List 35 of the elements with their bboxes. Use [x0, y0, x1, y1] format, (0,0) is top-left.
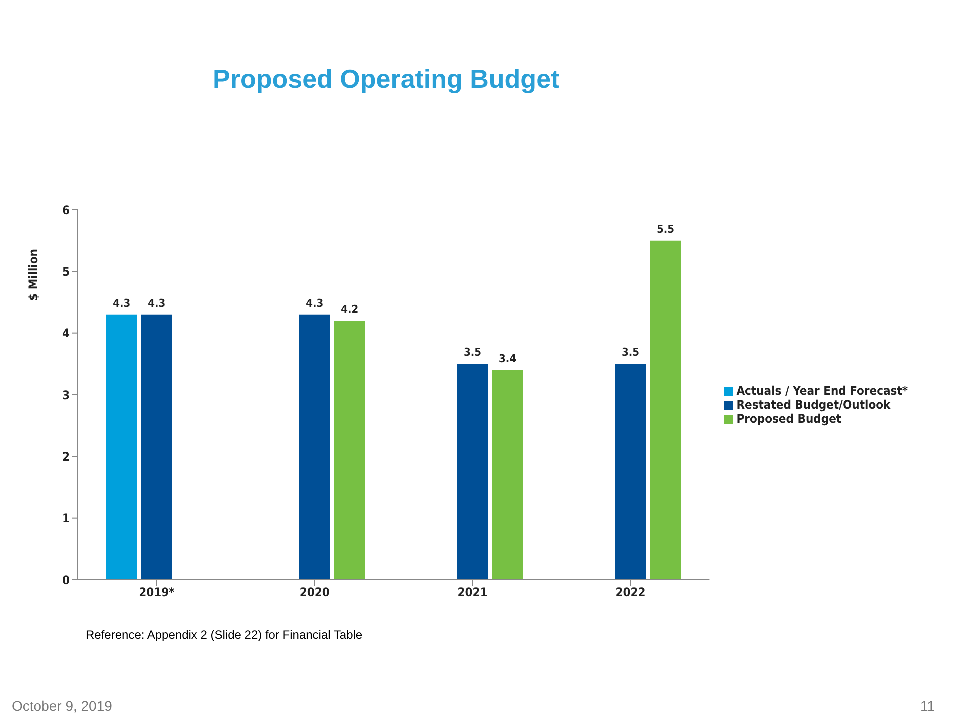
y-tick-label: 1 [62, 512, 70, 526]
bar [615, 364, 646, 580]
data-label: 5.5 [656, 222, 675, 236]
y-tick-label: 2 [62, 450, 70, 464]
data-label: 3.4 [499, 352, 517, 366]
legend-label: Actuals / Year End Forecast* [736, 384, 908, 398]
y-axis-title: $ Million [26, 249, 40, 301]
bar [650, 240, 682, 580]
text: October 9, 2019 [12, 698, 112, 714]
legend-label: Proposed Budget [736, 412, 842, 426]
bar [106, 314, 138, 580]
y-tick-label: 5 [62, 264, 70, 279]
data-label: 3.5 [622, 346, 640, 360]
bar [457, 364, 488, 580]
x-tick-label: 2022 [616, 586, 646, 600]
data-label: 4.3 [113, 296, 131, 310]
x-tick-label: 2019* [139, 586, 176, 600]
data-label: 4.3 [306, 296, 324, 310]
text: Reference: Appendix 2 (Slide 22) for Financial Table [86, 628, 363, 642]
data-label: 3.5 [464, 346, 482, 360]
y-tick-label: 0 [62, 573, 70, 588]
data-label: 4.2 [341, 303, 359, 316]
y-tick-label: 6 [62, 203, 70, 218]
data-label: 4.3 [148, 296, 166, 310]
y-tick-label: 3 [62, 388, 70, 402]
chart-title: Proposed Operating Budget [213, 64, 560, 95]
y-tick-label: 4 [62, 326, 70, 341]
text: 11 [920, 698, 935, 714]
x-tick-label: 2021 [458, 586, 488, 600]
legend-label: Restated Budget/Outlook [736, 398, 891, 412]
bar [334, 321, 366, 580]
bar [141, 314, 172, 580]
bar [299, 314, 330, 580]
x-tick-label: 2020 [300, 586, 330, 600]
bar [492, 370, 524, 580]
